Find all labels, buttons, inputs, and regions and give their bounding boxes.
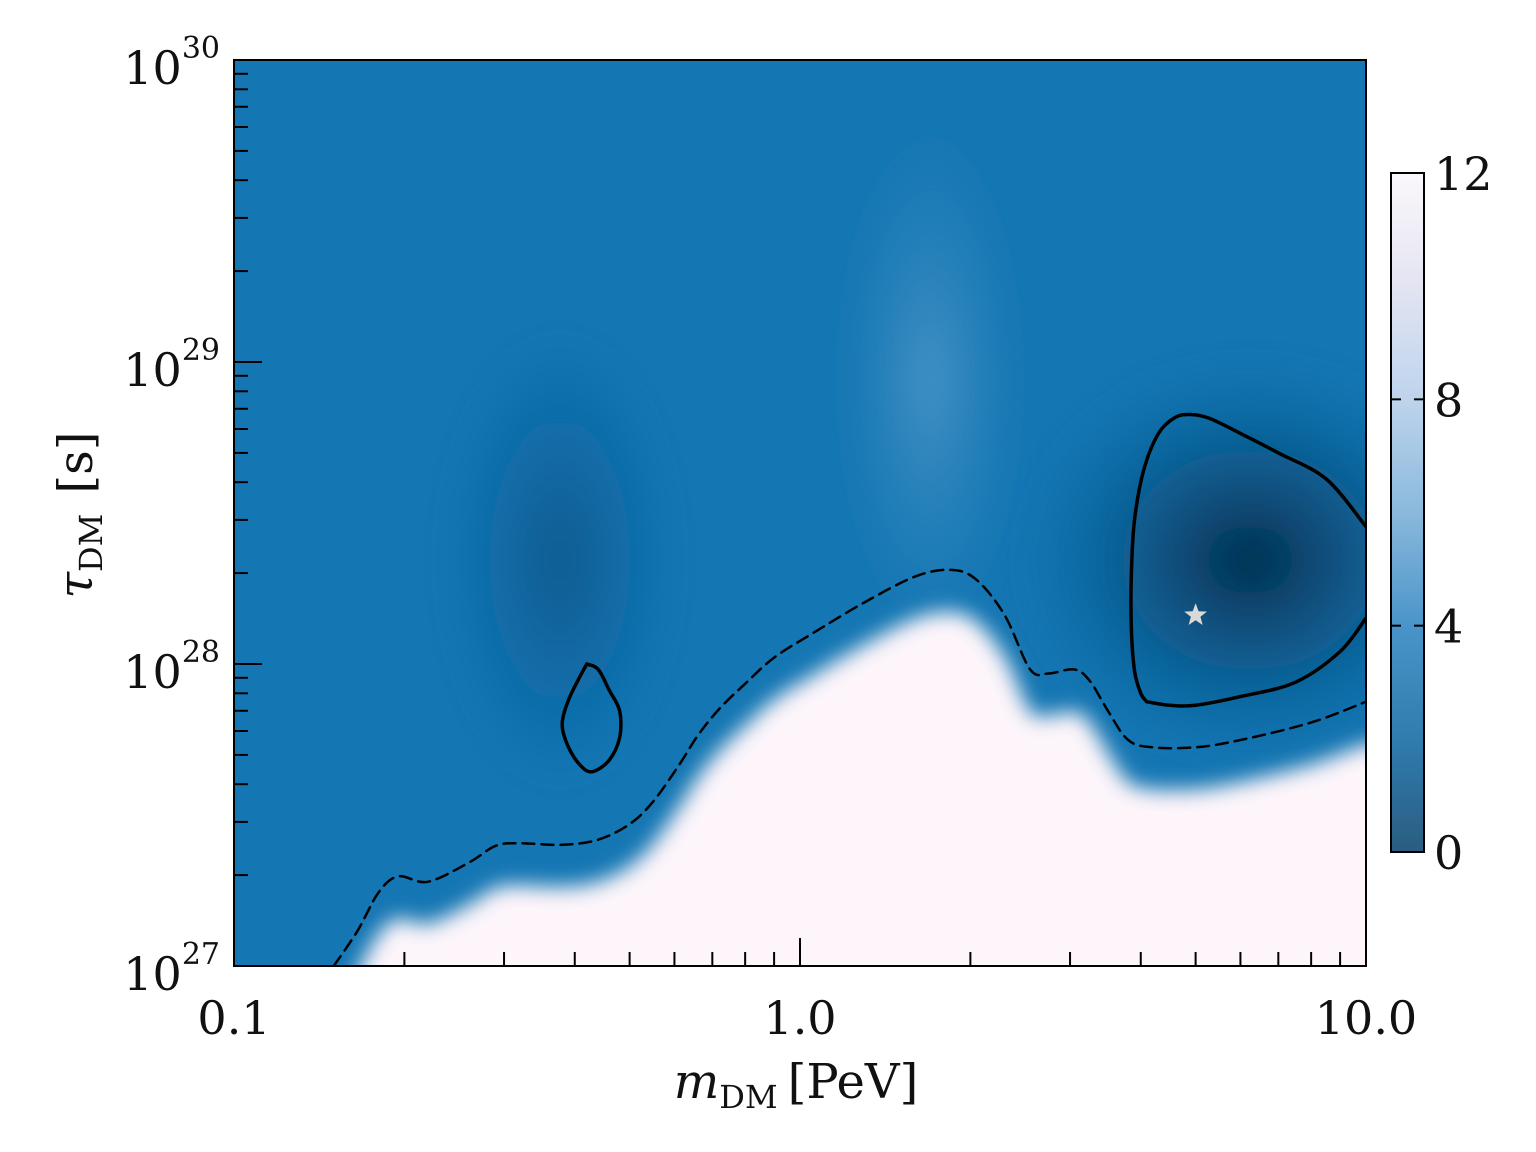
- x-tick-label: 1.0: [763, 991, 836, 1045]
- contour-solid-1: [1145, 616, 1366, 708]
- contour-solid-0: [560, 662, 623, 774]
- contour-dashed-3: [332, 568, 1366, 966]
- x-axis-label: mDM [PeV]: [674, 1054, 919, 1116]
- y-tick-label: 1027: [123, 937, 220, 1001]
- y-axis-label: τDM[s]: [48, 431, 110, 598]
- contour-group: [332, 412, 1366, 966]
- x-tick-labels: 0.1 1.0 10.0: [197, 991, 1417, 1045]
- best-fit-star-icon: [1184, 603, 1207, 625]
- colorbar-tick-label: 0: [1434, 826, 1463, 880]
- contour-solid-2: [1129, 412, 1366, 704]
- y-tick-label: 1029: [123, 333, 220, 397]
- axis-ticks: [233, 59, 1367, 967]
- y-tick-label: 1030: [123, 31, 220, 95]
- x-tick-label: 10.0: [1315, 991, 1417, 1045]
- y-tick-label: 1028: [123, 635, 220, 699]
- heatmap-field: [234, 60, 1366, 966]
- colorbar-ticks: 0 4 8 12: [1391, 147, 1493, 880]
- star-icon: [1184, 603, 1207, 625]
- x-tick-label: 0.1: [197, 991, 270, 1045]
- colorbar: 0 4 8 12: [1390, 147, 1493, 880]
- colorbar-tick-label: 8: [1434, 373, 1463, 427]
- excluded-region: [360, 611, 1366, 966]
- y-tick-labels: 1027 1028 1029 1030: [123, 31, 220, 1001]
- colorbar-tick-label: 4: [1434, 600, 1463, 654]
- colorbar-scale: [1390, 172, 1425, 853]
- colorbar-tick-label: 12: [1434, 147, 1493, 201]
